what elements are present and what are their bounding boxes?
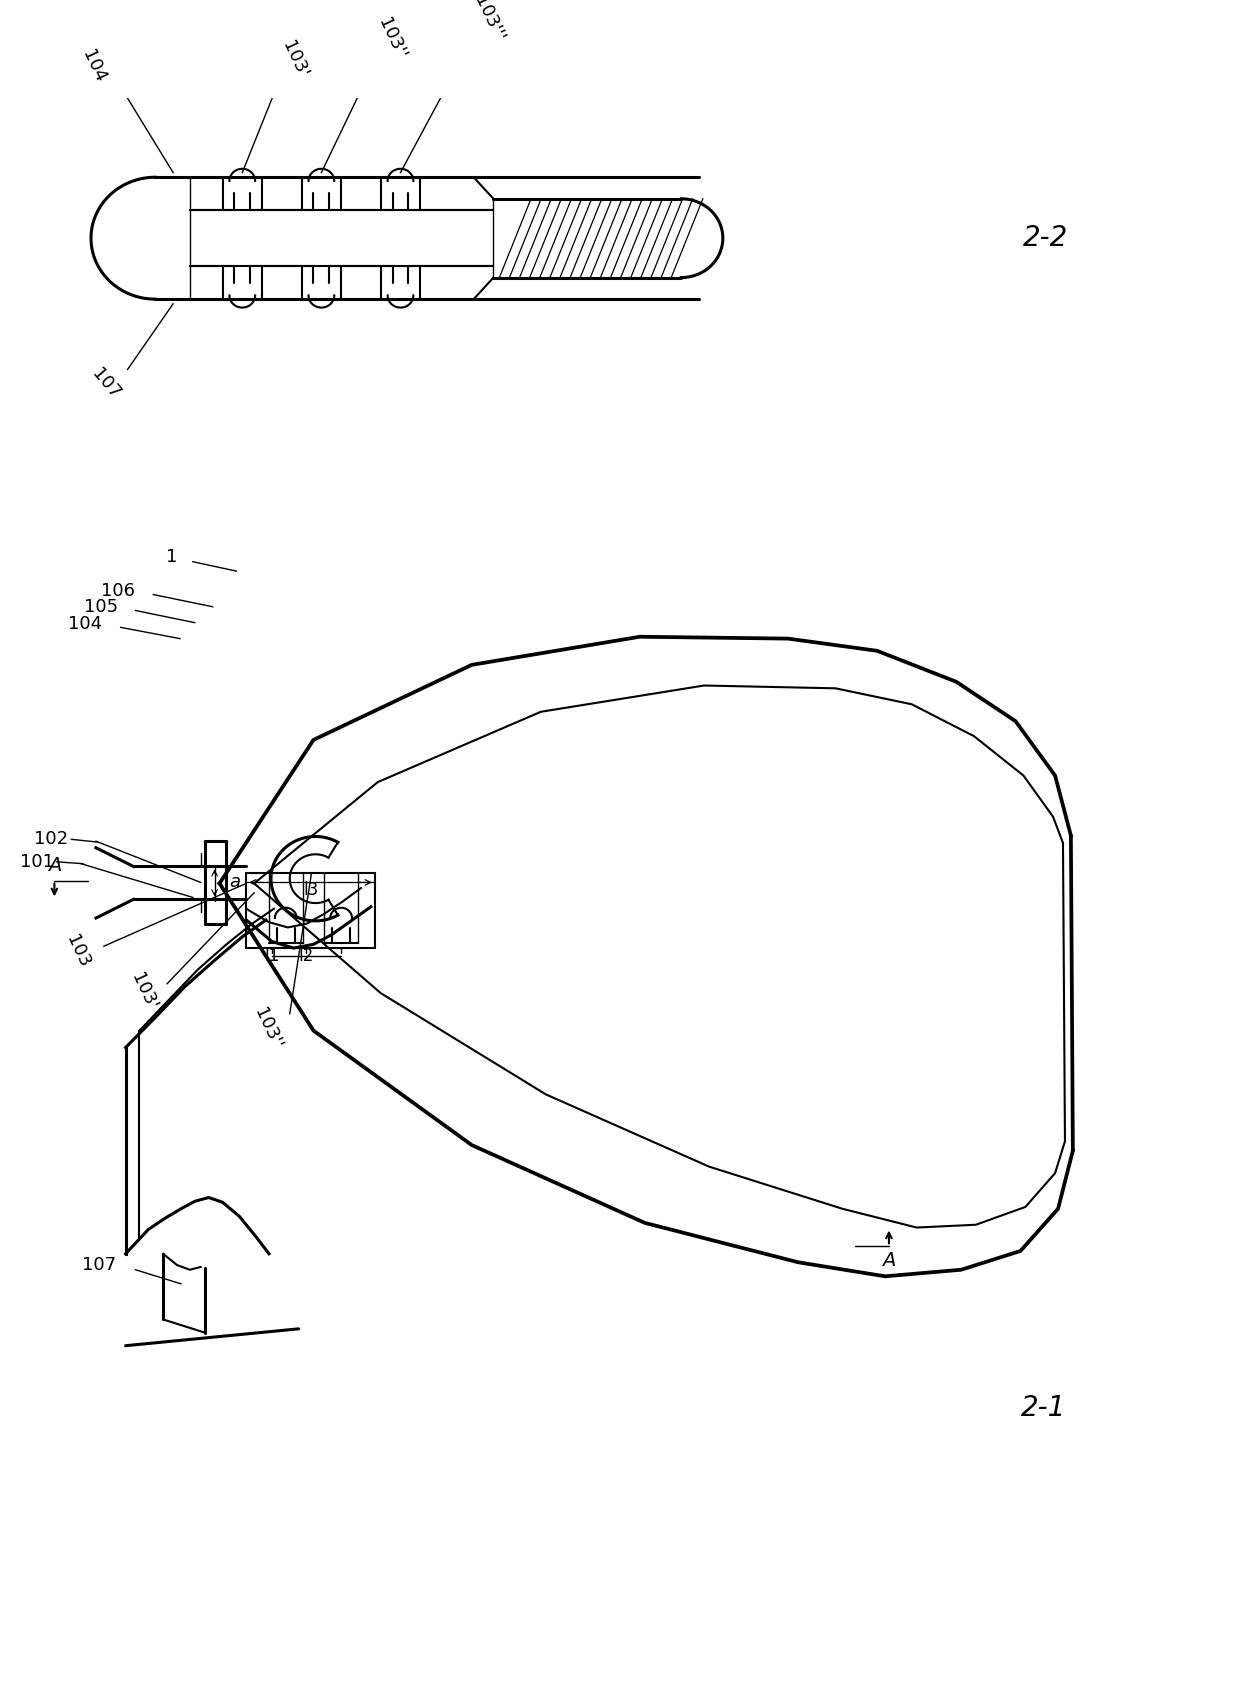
- Text: 103'': 103'': [250, 1005, 285, 1052]
- Text: 107: 107: [88, 364, 124, 403]
- Text: A: A: [883, 1250, 895, 1270]
- Text: 103': 103': [278, 39, 311, 81]
- Text: l1: l1: [264, 947, 279, 964]
- Text: 103'': 103'': [374, 15, 409, 63]
- Text: 105: 105: [83, 598, 118, 615]
- Text: A: A: [47, 855, 61, 876]
- Text: 101: 101: [20, 852, 55, 871]
- Text: 103''': 103''': [470, 0, 507, 44]
- Text: 104: 104: [68, 615, 102, 632]
- Text: 103: 103: [63, 932, 93, 971]
- Text: l3: l3: [303, 881, 319, 900]
- Text: 106: 106: [102, 581, 135, 600]
- Text: 103': 103': [126, 969, 160, 1013]
- Text: l2: l2: [298, 947, 314, 964]
- Text: 102: 102: [35, 830, 68, 849]
- Text: a: a: [229, 874, 239, 891]
- Text: 104: 104: [78, 47, 109, 86]
- Text: 1: 1: [166, 549, 177, 566]
- Text: 107: 107: [82, 1255, 115, 1274]
- Text: 2-1: 2-1: [1021, 1394, 1066, 1421]
- Text: 2-2: 2-2: [1023, 224, 1068, 252]
